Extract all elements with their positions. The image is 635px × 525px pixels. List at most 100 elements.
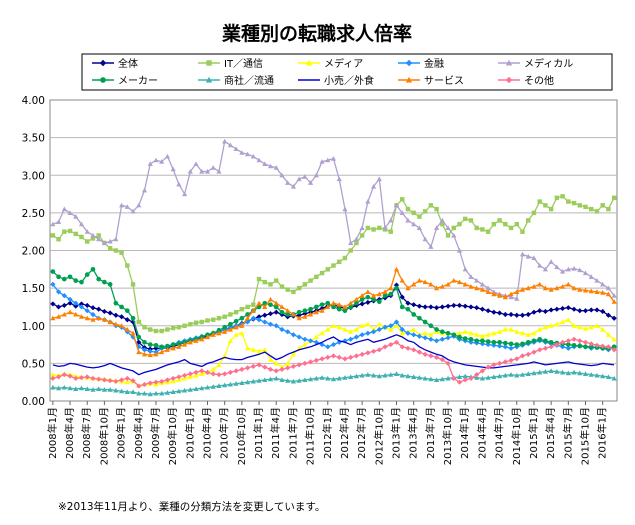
data-point xyxy=(411,374,417,379)
data-point xyxy=(525,339,531,345)
data-point xyxy=(416,278,423,283)
data-point xyxy=(267,366,274,372)
data-point xyxy=(353,236,360,242)
data-point xyxy=(296,176,302,182)
data-point xyxy=(50,301,56,307)
data-point xyxy=(537,281,543,287)
data-point xyxy=(548,287,554,292)
data-point xyxy=(543,203,548,208)
data-point xyxy=(377,225,382,231)
data-point xyxy=(433,305,440,311)
data-point xyxy=(376,176,382,182)
data-point xyxy=(451,278,457,283)
data-point xyxy=(559,268,566,274)
x-tick-label: 2009年4月 xyxy=(132,407,145,459)
data-point xyxy=(84,386,90,392)
data-point xyxy=(411,332,417,338)
legend-label: メディア xyxy=(324,57,363,70)
data-point xyxy=(73,231,78,237)
y-tick-label: 0.00 xyxy=(22,396,45,408)
data-point xyxy=(548,344,554,350)
data-point xyxy=(222,382,228,388)
data-point xyxy=(267,296,274,302)
data-point xyxy=(136,319,141,325)
data-point xyxy=(485,289,491,294)
data-point xyxy=(233,332,239,337)
data-point xyxy=(274,278,279,283)
data-point xyxy=(153,345,159,351)
data-point xyxy=(422,335,428,341)
data-point xyxy=(411,210,416,216)
data-point xyxy=(325,157,331,163)
data-point xyxy=(399,210,405,215)
x-tick-label: 2013年4月 xyxy=(407,407,420,459)
data-point xyxy=(542,369,549,374)
data-point xyxy=(514,296,520,301)
data-point xyxy=(307,180,314,185)
data-point xyxy=(176,344,182,349)
data-point xyxy=(55,304,62,310)
data-point xyxy=(285,312,291,317)
data-point xyxy=(136,334,142,340)
data-point xyxy=(187,371,193,377)
data-point xyxy=(456,247,463,253)
data-point xyxy=(170,166,176,172)
data-point xyxy=(342,255,348,261)
data-point xyxy=(439,217,445,223)
data-point xyxy=(279,309,285,315)
data-point xyxy=(348,300,354,306)
data-point xyxy=(388,285,394,291)
data-point xyxy=(331,304,336,310)
footnote: ※2013年11月より、業種の分類方法を変更しています。 xyxy=(58,500,325,513)
data-point xyxy=(336,375,342,381)
data-point xyxy=(479,287,486,292)
data-point xyxy=(496,360,503,366)
data-point xyxy=(67,385,73,391)
data-point xyxy=(462,303,468,309)
data-point xyxy=(422,279,428,285)
data-point xyxy=(188,322,193,327)
data-point xyxy=(233,146,239,151)
data-point xyxy=(537,347,543,353)
data-point xyxy=(84,308,90,314)
data-point xyxy=(405,217,411,223)
data-point xyxy=(285,180,291,185)
data-point xyxy=(582,270,589,276)
data-point xyxy=(325,267,330,272)
data-point xyxy=(319,308,325,313)
data-point xyxy=(400,197,405,202)
data-point xyxy=(600,281,606,287)
data-point xyxy=(130,389,136,395)
data-point xyxy=(548,307,554,313)
data-point xyxy=(227,326,234,332)
data-point xyxy=(204,168,211,174)
data-point xyxy=(124,389,130,395)
data-point xyxy=(542,308,549,315)
data-point xyxy=(193,320,199,325)
data-point xyxy=(433,377,440,383)
data-point xyxy=(107,246,113,251)
data-point xyxy=(50,315,56,321)
data-point xyxy=(187,387,193,392)
data-point xyxy=(583,204,588,210)
data-point xyxy=(505,59,513,66)
data-point xyxy=(176,325,182,330)
data-point xyxy=(250,363,256,369)
data-point xyxy=(273,360,279,366)
data-point xyxy=(502,372,508,378)
data-point xyxy=(124,308,130,314)
data-point xyxy=(181,191,188,197)
data-point xyxy=(600,203,605,208)
data-point xyxy=(605,312,612,318)
data-point xyxy=(228,321,233,327)
data-point xyxy=(308,306,313,312)
data-point xyxy=(285,360,291,366)
data-point xyxy=(474,225,479,231)
data-point xyxy=(291,289,296,295)
data-point xyxy=(565,345,571,351)
data-point xyxy=(554,195,560,201)
data-point xyxy=(365,321,371,327)
data-point xyxy=(508,225,514,231)
data-point xyxy=(526,218,531,223)
data-point xyxy=(118,377,125,383)
